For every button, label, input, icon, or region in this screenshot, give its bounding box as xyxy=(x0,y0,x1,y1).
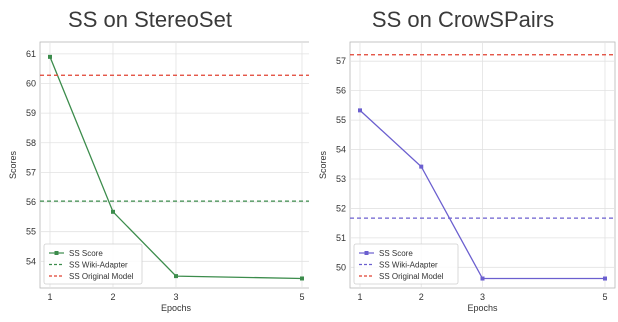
chart2-xtick-label: 1 xyxy=(357,292,362,302)
chart2-series-0-line xyxy=(359,109,605,280)
chart1-legend-label: SS Score xyxy=(69,249,103,258)
chart2-ytick-label: 54 xyxy=(336,145,346,155)
chart1-ylabel: Scores xyxy=(8,150,18,179)
chart2-ytick-label: 55 xyxy=(336,115,346,125)
chart1-xlabel: Epochs xyxy=(161,303,192,313)
chart2-xtick-label: 2 xyxy=(419,292,424,302)
chart1-xtick-label: 2 xyxy=(110,292,115,302)
chart2-ytick-label: 50 xyxy=(336,262,346,272)
chart2-ytick-label: 52 xyxy=(336,203,346,213)
chart2-ytick-label: 51 xyxy=(336,233,346,243)
chart2-legend-label: SS Score xyxy=(379,249,413,258)
chart1-series-0-point xyxy=(300,276,304,281)
chart1-ytick-label: 58 xyxy=(26,138,36,148)
chart2-ytick-label: 57 xyxy=(336,56,346,66)
chart-stereoset-svg: SS on StereoSet 54 55 56 57 58 59 60 61 1 2 3 5 Epoch… xyxy=(8,7,309,313)
chart2-legend-marker xyxy=(364,251,369,255)
chart1-series-0-point xyxy=(111,209,115,214)
chart1-xtick-label: 1 xyxy=(47,292,52,302)
chart1-xtick-label: 5 xyxy=(299,292,304,302)
chart2-ylabel: Scores xyxy=(318,150,328,179)
chart-crowspairs-svg: SS on CrowSPairs 50 51 52 53 54 55 56 57 1 2 3 5 Epoc… xyxy=(318,7,616,313)
chart1-ytick-label: 60 xyxy=(26,79,36,89)
chart2-series-0-point xyxy=(603,276,607,281)
chart1-ytick-label: 56 xyxy=(26,197,36,207)
chart2-xtick-label: 5 xyxy=(602,292,607,302)
chart1-xtick-label: 3 xyxy=(173,292,178,302)
chart1-series-0-point xyxy=(174,274,178,279)
chart1-legend-marker xyxy=(54,251,59,255)
chart2-legend-label: SS Original Model xyxy=(379,272,444,281)
chart1-ytick-label: 57 xyxy=(26,167,36,177)
chart1-series-0-point xyxy=(48,54,52,59)
chart2-ytick-label: 56 xyxy=(336,86,346,96)
chart1-legend-label: SS Original Model xyxy=(69,272,134,281)
chart2-series-0-point xyxy=(358,108,362,113)
chart2-legend-label: SS Wiki-Adapter xyxy=(379,261,438,270)
chart1-title: SS on StereoSet xyxy=(68,7,232,32)
chart2-xlabel: Epochs xyxy=(467,303,498,313)
chart1-ytick-label: 54 xyxy=(26,256,36,266)
chart2-series-0-point xyxy=(419,164,424,169)
chart1-legend-label: SS Wiki-Adapter xyxy=(69,261,128,270)
chart1-ytick-label: 55 xyxy=(26,227,36,237)
chart2-xtick-label: 3 xyxy=(480,292,485,302)
chart1-series-0-line xyxy=(49,56,303,280)
chart2-title: SS on CrowSPairs xyxy=(372,7,554,32)
chart2-series-0-point xyxy=(480,276,485,281)
chart1-legend-box xyxy=(43,243,143,285)
chart1-ytick-label: 59 xyxy=(26,108,36,118)
chart-crowspairs: SS on CrowSPairs 50 51 52 53 54 55 56 57 1 2 3 5 Epoc… xyxy=(309,0,618,322)
chart2-ytick-label: 53 xyxy=(336,174,346,184)
chart2-legend-box xyxy=(353,243,459,285)
chart1-ytick-label: 61 xyxy=(26,49,36,59)
chart-stereoset: SS on StereoSet 54 55 56 57 58 59 60 61 1 2 3 5 Epoch… xyxy=(8,7,309,313)
